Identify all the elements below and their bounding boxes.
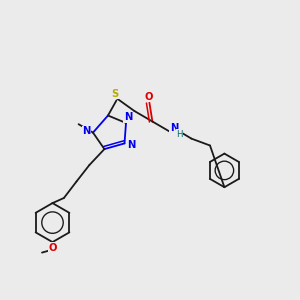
Text: O: O [48,243,57,253]
Text: S: S [111,89,118,99]
Text: N: N [82,126,91,136]
Text: H: H [176,130,183,139]
Text: O: O [144,92,153,102]
Text: N: N [124,112,132,122]
Text: N: N [127,140,135,150]
Text: N: N [170,123,178,134]
